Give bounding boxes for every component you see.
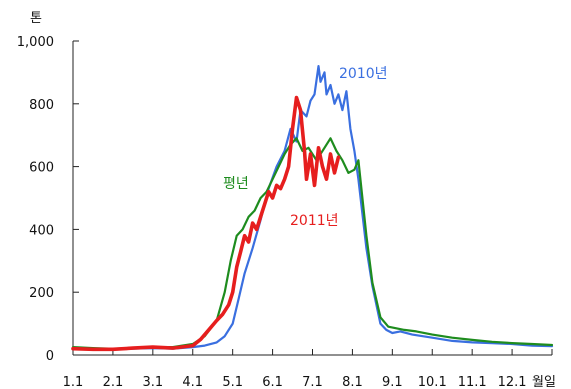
x-tick-label: 9.1 <box>382 375 403 389</box>
x-tick-label: 2.1 <box>103 375 124 389</box>
x-tick-label: 5.1 <box>222 375 243 389</box>
series-lines <box>71 64 554 352</box>
y-tick-label: 200 <box>29 286 54 301</box>
x-tick-label: 7.1 <box>302 375 323 389</box>
y-tick-label: 400 <box>29 223 54 238</box>
series-label-2010: 2010년 <box>339 66 388 82</box>
x-tick-label: 4.1 <box>182 375 203 389</box>
series-line-2010 <box>71 64 554 351</box>
x-tick-label: 8.1 <box>342 375 363 389</box>
x-tick-label: 12.1 <box>498 375 527 389</box>
x-tick-label: 10.1 <box>418 375 447 389</box>
x-tick-label: 1.1 <box>63 375 84 389</box>
y-axis: 0 200 400 600 800 1,000 <box>17 35 79 364</box>
x-tick-label: 3.1 <box>142 375 163 389</box>
y-tick-label: 800 <box>29 98 54 113</box>
y-tick-label: 0 <box>46 349 54 364</box>
x-tick-label: 11.1 <box>458 375 487 389</box>
y-tick-label: 600 <box>29 161 54 176</box>
series-label-2011: 2011년 <box>290 213 339 229</box>
y-tick-label: 1,000 <box>17 35 54 50</box>
series-label-average: 평년 <box>223 176 249 192</box>
x-axis: 1.1 2.1 3.1 4.1 5.1 6.1 7.1 8.1 9.1 10.1 11.1 12.1 <box>63 349 553 389</box>
x-unit-label: 월일 <box>532 375 556 389</box>
x-tick-label: 6.1 <box>262 375 283 389</box>
y-unit-label: 톤 <box>30 11 42 26</box>
series-line-2011 <box>71 95 341 352</box>
